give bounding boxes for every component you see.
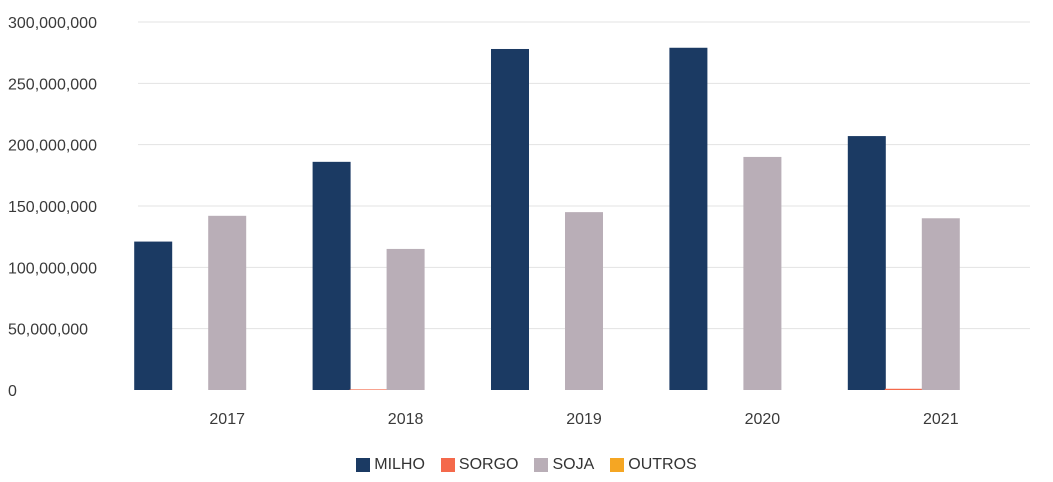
legend-swatch-soja (534, 458, 549, 472)
legend-item-outros: OUTROS (610, 456, 697, 474)
bar-soja-2020 (743, 156, 782, 390)
y-tick-label: 300,000,000 (8, 15, 97, 32)
x-tick-label: 2018 (388, 411, 424, 428)
y-tick-label: 50,000,000 (8, 322, 88, 339)
bar-sorgo-2018 (349, 389, 388, 390)
x-tick-label: 2021 (923, 411, 959, 428)
legend-swatch-sorgo (440, 458, 455, 472)
bar-soja-2017 (208, 215, 247, 390)
x-axis-ticks: 2017 2018 2019 2020 2021 (209, 411, 958, 428)
x-tick-label: 2019 (566, 411, 602, 428)
legend-label-sorgo: SORGO (458, 456, 519, 473)
bar-milho-2020 (669, 47, 708, 390)
bar-milho-2018 (312, 161, 351, 390)
x-tick-label: 2020 (745, 411, 781, 428)
bars (134, 47, 960, 391)
y-tick-label: 200,000,000 (8, 138, 97, 155)
bar-milho-2021 (847, 136, 886, 390)
legend-label-milho: MILHO (374, 456, 425, 473)
x-tick-label: 2017 (209, 411, 245, 428)
legend-item-soja: SOJA (534, 456, 594, 474)
legend-label-soja: SOJA (552, 456, 595, 473)
legend-item-sorgo: SORGO (440, 456, 519, 474)
y-tick-label: 150,000,000 (8, 199, 97, 216)
y-tick-label: 0 (8, 383, 17, 400)
legend-item-milho: MILHO (356, 456, 425, 474)
bar-soja-2019 (565, 212, 603, 390)
bar-soja-2021 (921, 218, 960, 390)
bar-milho-2019 (491, 48, 529, 391)
bar-milho-2017 (134, 241, 173, 390)
bar-chart: 0 50,000,000 100,000,000 150,000,000 200,000… (8, 15, 1030, 428)
y-tick-label: 250,000,000 (8, 76, 97, 93)
legend-swatch-outros (610, 458, 625, 472)
bar-soja-2018 (386, 248, 425, 390)
y-axis-ticks: 0 50,000,000 100,000,000 150,000,000 200,000… (8, 15, 97, 400)
legend-swatch-milho (356, 458, 371, 472)
y-tick-label: 100,000,000 (8, 260, 97, 277)
legend-label-outros: OUTROS (628, 456, 697, 473)
legend: MILHO SORGO SOJA OUTROS (0, 456, 1053, 474)
bar-sorgo-2021 (884, 388, 923, 390)
